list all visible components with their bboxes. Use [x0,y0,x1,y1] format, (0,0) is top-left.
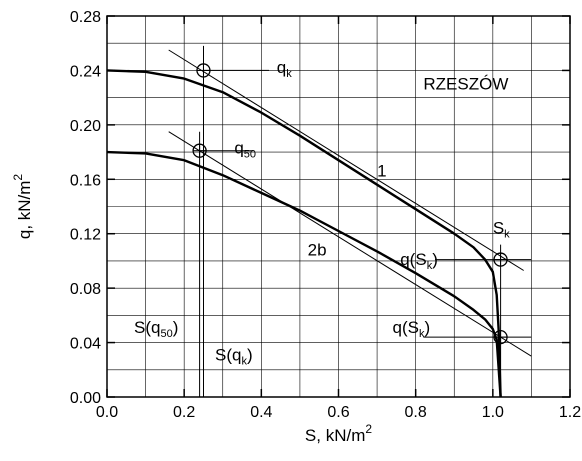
annotation-tail: ) [432,250,438,269]
y-axis-label: q, kN/m2 [11,174,34,240]
x-tick-label: 0.6 [327,404,349,421]
x-tick-label: 0.8 [405,404,427,421]
annotation-base: 2b [308,240,327,259]
annotation-base: S [493,219,504,238]
guide-line-2 [168,49,524,271]
x-axis-label-text: S, kN/m [305,426,365,445]
y-axis-label-text: q, kN/m [15,181,34,240]
annotation: q50 [234,138,256,160]
annotation-base: RZESZÓW [423,74,508,93]
grid [107,16,570,397]
x-axis-label: S, kN/m2 [305,422,372,445]
y-tick-label: 0.28 [70,9,101,26]
annotation: S(q50) [134,318,178,340]
annotation: S(qk) [215,345,253,367]
annotation-tail: ) [247,345,253,364]
tick-marks [106,15,571,398]
y-tick-label: 0.12 [70,227,101,244]
marked-points [192,63,508,345]
x-tick-label: 1.0 [482,404,504,421]
annotation-base: q(S [400,250,426,269]
marked-point [192,143,207,158]
marked-point [196,63,211,78]
annotation-base: 1 [377,162,386,181]
guide-line-3 [168,131,532,357]
x-tick-label: 0.2 [173,404,195,421]
data-series [106,45,532,398]
marked-point [493,252,508,267]
y-tick-label: 0.08 [70,281,101,298]
annotation-subscript: k [419,328,425,340]
annotation-tail: ) [173,318,179,337]
annotation-base: q(S [393,318,419,337]
annotation-subscript: k [242,355,248,367]
y-tick-label: 0.00 [70,390,101,407]
annotation: Sk [493,219,510,241]
x-tick-label: 0.0 [96,404,118,421]
annotation-subscript: k [286,68,292,80]
x-tick-labels: 0.0 0.2 0.4 0.6 0.8 1.0 1.2 [96,404,581,421]
annotation-subscript: 50 [160,328,172,340]
annotation: 1 [377,162,386,181]
y-tick-label: 0.16 [70,172,101,189]
annotation-base: q [234,138,243,157]
annotation: q(Sk) [400,250,438,272]
y-tick-label: 0.24 [70,63,101,80]
annotation: qk [277,58,292,80]
annotation-subscript: 50 [244,148,256,160]
annotation-subscript: k [504,229,510,241]
curve-2b [106,150,502,398]
annotation-tail: ) [424,318,430,337]
annotation-subscript: k [427,260,433,272]
annotation: RZESZÓW [423,74,508,93]
marked-point [493,329,508,345]
x-tick-label: 1.2 [559,404,581,421]
annotation: q(Sk) [393,318,431,340]
x-tick-label: 0.4 [250,404,272,421]
annotation-base: S(q [215,345,241,364]
y-tick-label: 0.20 [70,118,101,135]
annotation-base: S(q [134,318,160,337]
annotation: 2b [308,240,327,259]
y-tick-labels: 0.00 0.04 0.08 0.12 0.16 0.20 0.24 0.28 [70,9,101,407]
y-tick-label: 0.04 [70,336,101,353]
x-axis-label-superscript: 2 [365,422,372,436]
annotation-base: q [277,58,286,77]
y-axis-label-superscript: 2 [11,174,25,181]
